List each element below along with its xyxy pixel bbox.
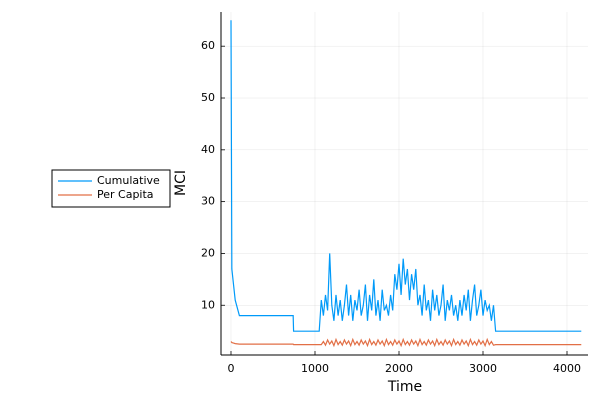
y-tick-label: 60 [201, 39, 215, 52]
x-tick-label: 2000 [385, 362, 413, 375]
y-tick-label: 10 [201, 298, 215, 311]
x-tick-label: 3000 [469, 362, 497, 375]
series-line [230, 337, 582, 348]
legend-box [51, 169, 171, 208]
y-tick-label: 20 [201, 246, 215, 259]
x-axis-title: Time [387, 379, 422, 395]
y-tick-label: 50 [201, 91, 215, 104]
series-line [230, 20, 582, 332]
x-tick-label: 1000 [301, 362, 329, 375]
y-axis-title: MCI [173, 170, 189, 196]
x-tick-label: 0 [227, 362, 234, 375]
y-tick-label: 40 [201, 143, 215, 156]
y-tick-label: 30 [201, 195, 215, 208]
legend-label: Cumulative [97, 174, 160, 187]
legend-label: Per Capita [97, 188, 154, 201]
x-tick-label: 4000 [553, 362, 581, 375]
